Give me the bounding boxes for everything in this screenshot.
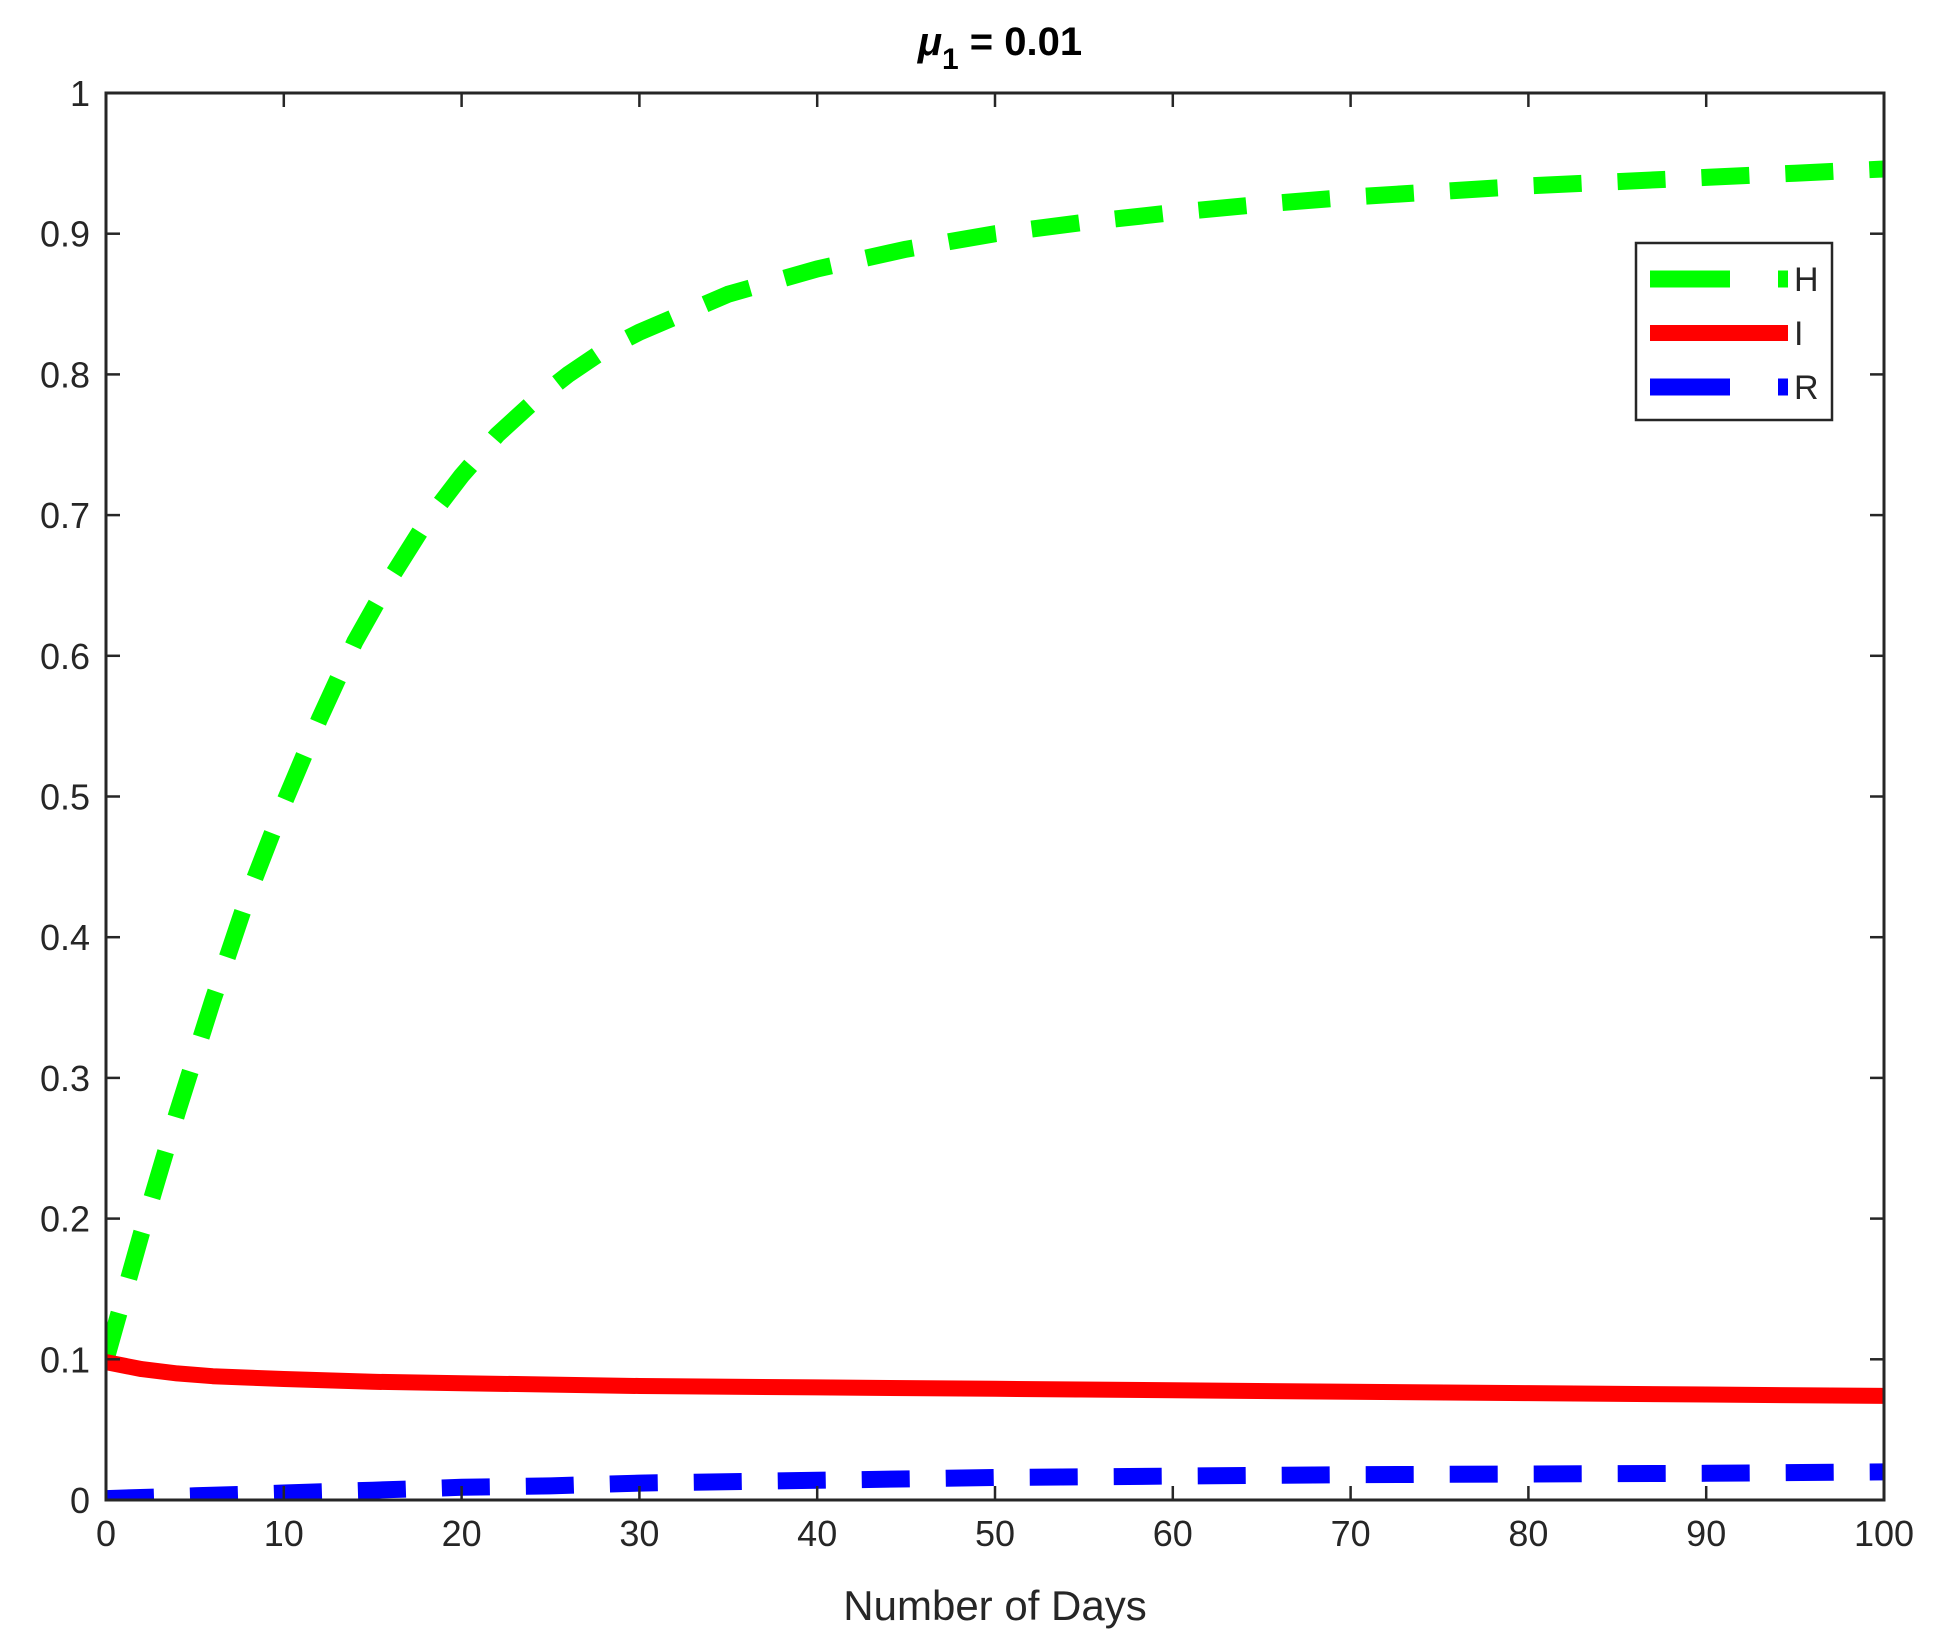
series-line-r [106,1463,1884,1500]
x-tick-label: 40 [797,1513,837,1554]
title-value: = 0.01 [959,20,1082,64]
y-tick-label: 0 [70,1480,90,1521]
legend: HIR [1634,241,1834,422]
series-line-h [106,160,1884,1362]
y-tick-label: 0.3 [40,1058,90,1099]
plot-background [106,93,1884,1500]
y-tick-label: 1 [70,73,90,114]
series-line-i [106,1354,1884,1404]
title-subscript: 1 [942,43,959,76]
y-tick-label: 0.6 [40,636,90,677]
legend-label-i: I [1794,315,1803,353]
series-group [106,160,1884,1500]
title-symbol: μ [917,20,942,64]
plot-area: 0 10 20 30 40 50 60 70 80 90 100 0 0.1 0.2 0.3 0.4 0.5 0.… [40,73,1914,1554]
y-tick-label: 0.2 [40,1199,90,1240]
y-tick-label: 0.1 [40,1339,90,1380]
y-tick-label: 0.5 [40,777,90,818]
chart-title: μ1 = 0.01 [917,20,1082,76]
x-tick-label: 20 [442,1513,482,1554]
axes-box [104,91,1886,1502]
y-tick-label: 0.7 [40,495,90,536]
y-tick-label: 0.4 [40,917,90,958]
x-axis-label: Number of Days [843,1582,1146,1629]
y-tick-label: 0.9 [40,214,90,255]
x-tick-label: 60 [1153,1513,1193,1554]
x-tick-label: 80 [1508,1513,1548,1554]
x-tick-label: 70 [1331,1513,1371,1554]
x-tick-label: 30 [619,1513,659,1554]
x-tick-label: 10 [264,1513,304,1554]
legend-label-h: H [1794,261,1819,299]
x-tick-label: 50 [975,1513,1015,1554]
x-tick-label: 0 [96,1513,116,1554]
x-tick-label: 100 [1854,1513,1914,1554]
legend-label-r: R [1794,369,1819,407]
y-tick-label: 0.8 [40,354,90,395]
x-tick-label: 90 [1686,1513,1726,1554]
